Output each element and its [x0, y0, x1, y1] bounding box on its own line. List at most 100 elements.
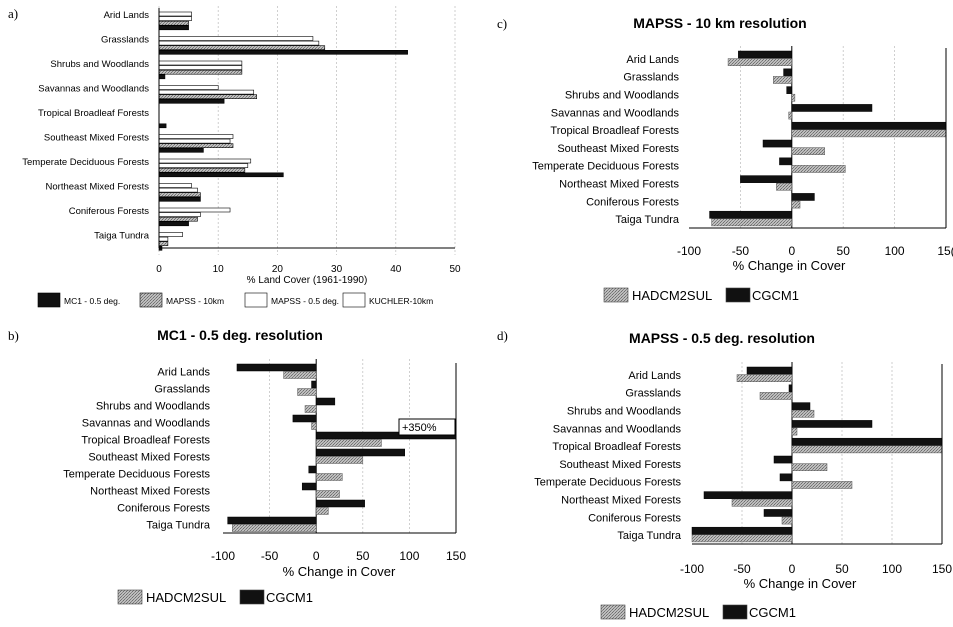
panel-b-tick-label: -50 — [261, 549, 279, 563]
panel-a-label: a) — [8, 6, 18, 21]
category-label-savannas-and-woodlands: Savannas and Woodlands — [553, 423, 682, 435]
category-label-taiga-tundra: Taiga Tundra — [146, 520, 210, 532]
bar-mapss-0-5-deg-shrubs-and-woodlands — [158, 65, 243, 70]
bar-cgcm1-savannas-and-woodlands — [791, 420, 873, 428]
legend-label-mapss-0-5-deg: MAPSS - 0.5 deg. — [271, 296, 339, 306]
legend-swatch-hadcm2sul — [600, 604, 626, 620]
category-label-southeast-mixed-forests: Southeast Mixed Forests — [559, 459, 681, 471]
legend-swatch-mapss-0-5-deg — [244, 292, 268, 308]
bar-hadcm2sul-tropical-broadleaf-forests — [791, 129, 947, 138]
panel-d-title: MAPSS - 0.5 deg. resolution — [629, 330, 815, 346]
bar-cgcm1-tropical-broadleaf-forests — [791, 437, 943, 446]
bar-mapss-0-5-deg-southeast-mixed-forests — [158, 138, 231, 144]
bar-mapss-10km-temperate-deciduous-forests — [158, 167, 246, 173]
legend-swatch-cgcm1 — [722, 604, 748, 620]
panel-b-tick-label: -100 — [211, 549, 235, 563]
bar-mapss-0-5-deg-grasslands — [158, 40, 320, 46]
category-label-coniferous-forests: Coniferous Forests — [69, 206, 150, 217]
bar-hadcm2sul-grasslands — [773, 76, 793, 84]
category-label-shrubs-and-woodlands: Shrubs and Woodlands — [96, 401, 211, 413]
bar-cgcm1-southeast-mixed-forests — [773, 455, 793, 464]
category-label-savannas-and-woodlands: Savannas and Woodlands — [38, 84, 149, 95]
bar-hadcm2sul-savannas-and-woodlands — [311, 422, 317, 430]
panel-c-legend: HADCM2SUL CGCM1 — [603, 287, 799, 303]
panel-a-tick-label: 0 — [156, 264, 162, 275]
bar-hadcm2sul-arid-lands — [283, 371, 317, 379]
bar-cgcm1-taiga-tundra — [691, 526, 793, 535]
category-label-arid-lands: Arid Lands — [104, 10, 150, 21]
category-label-temperate-deciduous-forests: Temperate Deciduous Forests — [22, 157, 149, 168]
panel-c-tick-label: -50 — [732, 244, 750, 258]
bar-kuchler-10km-arid-lands — [158, 11, 192, 17]
bar-mapss-0-5-deg-taiga-tundra — [158, 236, 169, 242]
bar-cgcm1-coniferous-forests — [763, 509, 793, 517]
bar-kuchler-10km-coniferous-forests — [158, 207, 231, 213]
category-label-northeast-mixed-forests: Northeast Mixed Forests — [46, 182, 150, 193]
panel-a-x-axis-title: % Land Cover (1961-1990) — [247, 275, 368, 286]
legend-label-hadcm2sul: HADCM2SUL — [632, 288, 712, 303]
legend-swatch-kuchler-10km — [342, 292, 366, 308]
bar-cgcm1-northeast-mixed-forests — [301, 482, 317, 491]
bar-hadcm2sul-savannas-and-woodlands — [788, 111, 793, 120]
legend-label-hadcm2sul: HADCM2SUL — [146, 590, 226, 605]
panel-a-category-labels: Arid Lands Grasslands Shrubs and Woodlands… — [22, 10, 149, 242]
panel-b-tick-label: 0 — [313, 549, 320, 563]
bar-kuchler-10km-savannas-and-woodlands — [158, 85, 219, 90]
panel-c-chart: Arid Lands Grasslands Shrubs and Woodlands… — [532, 46, 953, 303]
bar-mc1-0-5-deg-northeast-mixed-forests — [158, 197, 201, 202]
panel-b-annotation-box — [398, 418, 456, 436]
panel-c-x-axis-title: % Change in Cover — [733, 258, 846, 273]
bar-kuchler-10km-grasslands — [158, 36, 314, 41]
bar-cgcm1-northeast-mixed-forests — [703, 491, 793, 499]
bar-cgcm1-grasslands — [783, 68, 793, 77]
category-label-shrubs-and-woodlands: Shrubs and Woodlands — [567, 406, 682, 418]
legend-swatch-mapss-10km — [139, 292, 163, 308]
category-label-northeast-mixed-forests: Northeast Mixed Forests — [561, 495, 681, 507]
category-label-northeast-mixed-forests: Northeast Mixed Forests — [559, 179, 679, 191]
bar-cgcm1-taiga-tundra — [227, 516, 317, 525]
bar-kuchler-10km-temperate-deciduous-forests — [158, 158, 252, 164]
panel-d-tick-label: -100 — [680, 562, 704, 576]
bar-mapss-10km-northeast-mixed-forests — [158, 192, 201, 197]
category-label-southeast-mixed-forests: Southeast Mixed Forests — [88, 452, 210, 464]
bar-mapss-10km-taiga-tundra — [158, 241, 169, 246]
bar-hadcm2sul-southeast-mixed-forests — [791, 147, 825, 155]
category-label-arid-lands: Arid Lands — [626, 54, 679, 66]
panel-b-chart: Arid Lands Grasslands Shrubs and Woodlands… — [63, 359, 466, 605]
bar-kuchler-10km-northeast-mixed-forests — [158, 183, 192, 188]
panel-d-legend: HADCM2SUL CGCM1 — [600, 604, 796, 620]
bar-cgcm1-northeast-mixed-forests — [740, 175, 793, 183]
panel-a-tick-label: 50 — [449, 264, 461, 275]
bar-hadcm2sul-grasslands — [759, 392, 793, 400]
panel-a-legend: MC1 - 0.5 deg. MAPSS - 10km MAPSS - 0.5 de… — [37, 292, 433, 308]
panel-c-category-labels: Arid Lands Grasslands Shrubs and Woodlands… — [532, 54, 680, 226]
bar-cgcm1-arid-lands — [738, 50, 793, 59]
bar-kuchler-10km-taiga-tundra — [158, 232, 183, 237]
panel-c-tick-labels: -100 -50 0 50 100 15( — [677, 244, 953, 258]
panel-a-tick-label: 30 — [331, 264, 343, 275]
panel-b-tick-label: 100 — [399, 549, 419, 563]
bar-mapss-10km-shrubs-and-woodlands — [158, 69, 243, 75]
bar-cgcm1-southeast-mixed-forests — [762, 139, 793, 148]
bar-cgcm1-taiga-tundra — [709, 210, 793, 219]
category-label-savannas-and-woodlands: Savannas and Woodlands — [82, 418, 211, 430]
bar-kuchler-10km-southeast-mixed-forests — [158, 134, 234, 139]
panel-b-tick-labels: -100 -50 0 50 100 150 — [211, 549, 466, 563]
panel-a-tick-label: 10 — [213, 264, 225, 275]
bar-mapss-10km-grasslands — [158, 45, 326, 51]
bar-hadcm2sul-tropical-broadleaf-forests — [315, 439, 382, 447]
bar-cgcm1-grasslands — [311, 380, 317, 389]
category-label-grasslands: Grasslands — [625, 388, 681, 400]
bar-mc1-0-5-deg-coniferous-forests — [158, 221, 189, 227]
panel-d-x-axis-title: % Change in Cover — [744, 576, 857, 591]
bar-mapss-10km-arid-lands — [158, 20, 189, 26]
bar-hadcm2sul-northeast-mixed-forests — [731, 498, 793, 507]
bar-hadcm2sul-arid-lands — [727, 58, 793, 66]
bar-hadcm2sul-coniferous-forests — [315, 507, 329, 515]
bar-hadcm2sul-shrubs-and-woodlands — [791, 409, 815, 418]
category-label-coniferous-forests: Coniferous Forests — [117, 503, 210, 515]
category-label-shrubs-and-woodlands: Shrubs and Woodlands — [565, 90, 680, 102]
panel-c-bars — [709, 50, 947, 227]
legend-swatch-cgcm1 — [725, 287, 751, 303]
panel-b-category-labels: Arid Lands Grasslands Shrubs and Woodlands… — [63, 367, 211, 532]
